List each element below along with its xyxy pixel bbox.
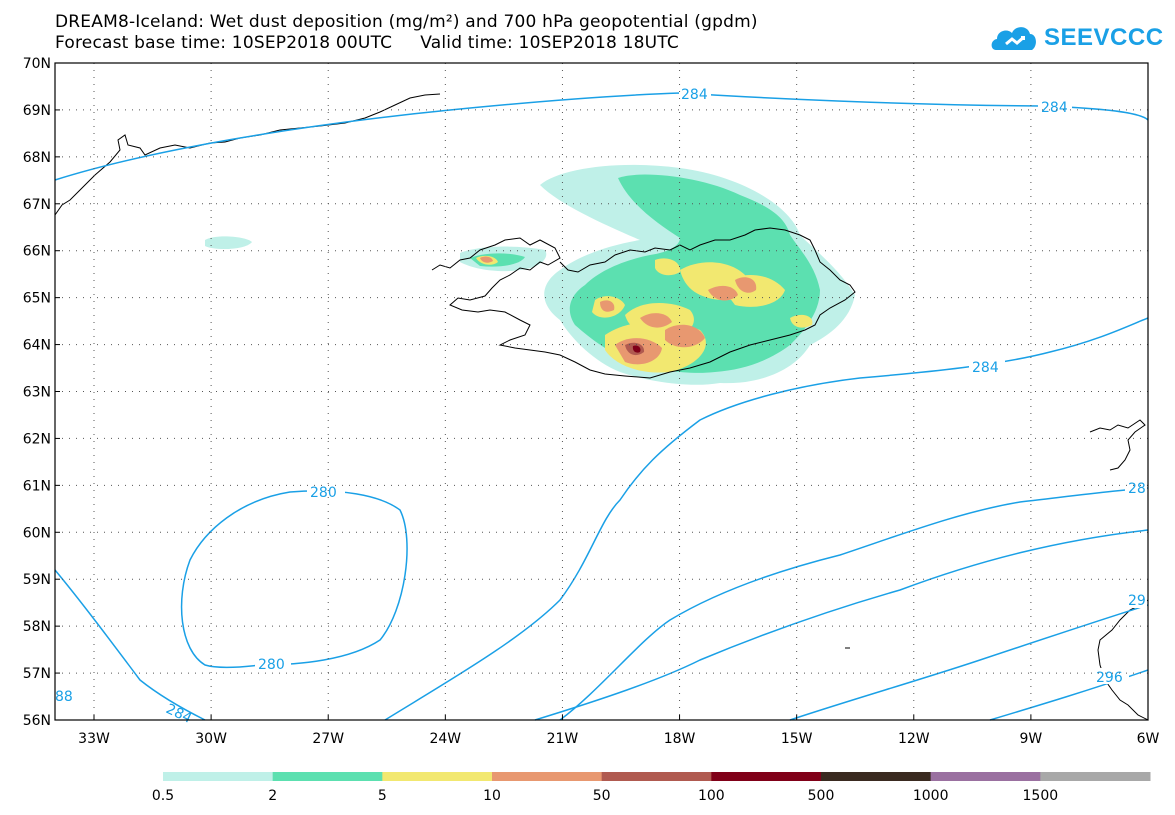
colorbar-label: 1000 bbox=[913, 788, 949, 804]
colorbar-label: 100 bbox=[698, 788, 725, 804]
dust-deposition-shading bbox=[205, 164, 855, 385]
contour-label-29-edge: 29 bbox=[1128, 593, 1146, 609]
longitude-label: 15W bbox=[781, 731, 813, 747]
contour-label-284-bottom: 284 bbox=[163, 701, 194, 727]
colorbar-swatch bbox=[382, 772, 493, 781]
graticule bbox=[55, 62, 1149, 721]
colorbar-label: 1500 bbox=[1023, 788, 1059, 804]
colorbar-label: 0.5 bbox=[152, 788, 174, 804]
colorbar-swatch bbox=[821, 772, 932, 781]
contour-label-280-upper: 280 bbox=[310, 485, 337, 501]
map-subtitle: Forecast base time: 10SEP2018 00UTC Vali… bbox=[55, 33, 679, 53]
latitude-label: 59N bbox=[23, 572, 51, 588]
longitude-label: 6W bbox=[1137, 731, 1160, 747]
colorbar-swatch bbox=[1040, 772, 1151, 781]
latitude-label: 70N bbox=[23, 56, 51, 72]
colorbar-label: 500 bbox=[808, 788, 835, 804]
latitude-label: 65N bbox=[23, 291, 51, 307]
map-title: DREAM8-Iceland: Wet dust deposition (mg/… bbox=[55, 12, 758, 32]
latitude-label: 62N bbox=[23, 431, 51, 447]
longitude-labels: 33W 30W 27W 24W 21W 18W 15W 12W 9W 6W bbox=[78, 731, 1159, 747]
contour-label-284-top: 284 bbox=[681, 87, 708, 103]
colorbar-swatch bbox=[163, 772, 274, 781]
latitude-label: 66N bbox=[23, 244, 51, 260]
colorbar-swatch bbox=[492, 772, 603, 781]
longitude-label: 30W bbox=[195, 731, 227, 747]
contour-label-284-right: 284 bbox=[1041, 100, 1068, 116]
colorbar-swatch bbox=[930, 772, 1041, 781]
latitude-labels: 70N 69N 68N 67N 66N 65N 64N 63N 62N 61N 60N 59N 58N 5… bbox=[23, 56, 51, 729]
latitude-label: 57N bbox=[23, 666, 51, 682]
latitude-label: 63N bbox=[23, 385, 51, 401]
colorbar-label: 10 bbox=[483, 788, 501, 804]
contour-label-88-edge: 88 bbox=[55, 689, 73, 705]
colorbar-label: 50 bbox=[593, 788, 611, 804]
colorbar-label: 2 bbox=[268, 788, 277, 804]
longitude-label: 33W bbox=[78, 731, 110, 747]
latitude-label: 61N bbox=[23, 478, 51, 494]
cloud-icon bbox=[991, 27, 1036, 50]
colorbar-swatch bbox=[711, 772, 822, 781]
latitude-label: 58N bbox=[23, 619, 51, 635]
latitude-label: 68N bbox=[23, 150, 51, 166]
longitude-label: 9W bbox=[1020, 731, 1043, 747]
latitude-label: 69N bbox=[23, 103, 51, 119]
latitude-label: 60N bbox=[23, 525, 51, 541]
contour-label-296: 296 bbox=[1096, 670, 1123, 686]
contour-label-28-edge: 28 bbox=[1128, 481, 1146, 497]
longitude-label: 24W bbox=[429, 731, 461, 747]
colorbar-swatch bbox=[272, 772, 383, 781]
latitude-label: 67N bbox=[23, 197, 51, 213]
longitude-label: 18W bbox=[664, 731, 696, 747]
latitude-label: 56N bbox=[23, 713, 51, 729]
contour-label-284-mid: 284 bbox=[972, 360, 999, 376]
logo-text: SEEVCCC bbox=[1044, 24, 1164, 51]
geopotential-contours bbox=[54, 92, 1149, 721]
longitude-label: 21W bbox=[547, 731, 579, 747]
contour-label-280-lower: 280 bbox=[258, 657, 285, 673]
longitude-label: 27W bbox=[312, 731, 344, 747]
map-frame bbox=[54, 62, 1149, 721]
colorbar-label: 5 bbox=[378, 788, 387, 804]
colorbar-swatch bbox=[601, 772, 712, 781]
latitude-label: 64N bbox=[23, 338, 51, 354]
colorbar: 0.5 2 5 10 50 100 500 1000 1500 bbox=[152, 772, 1151, 804]
seevccc-logo: SEEVCCC bbox=[990, 18, 1163, 58]
longitude-label: 12W bbox=[898, 731, 930, 747]
